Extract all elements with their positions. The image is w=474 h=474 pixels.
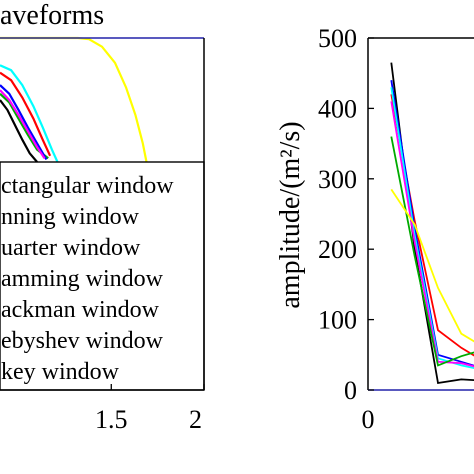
right-y-tick-label-2: 200 [318,235,357,264]
left-x-ticks: 1.5 2 [95,384,205,434]
legend-entry-3: amming window [1,266,164,292]
legend: ctangular window nning window uarter windo… [1,173,174,385]
right-series-line-5 [390,136,474,367]
left-series-line-5 [0,89,46,159]
legend-entry-0: ctangular window [1,173,174,199]
left-series-line-2 [0,71,52,157]
left-axes [0,37,205,391]
right-x-tick-label-0: 0 [362,405,375,434]
right-series-lines [390,62,474,385]
left-chart: aveforms ctangular window nning window uar… [0,0,205,434]
right-series-line-6 [390,188,474,343]
legend-entry-5: ebyshev window [1,328,164,354]
right-series-line-2 [390,80,474,367]
right-y-tick-label-1: 100 [318,306,357,335]
right-axes [367,37,474,391]
right-y-tick-label-0: 0 [344,376,357,405]
left-series-line-0 [0,36,148,163]
left-series-line-4 [0,84,48,161]
legend-entry-4: ackman window [1,297,160,323]
left-x-tick-label-1: 2 [189,405,202,434]
legend-entry-6: key window [1,359,120,385]
legend-box [0,161,205,391]
legend-entry-2: uarter window [1,235,141,261]
left-chart-title: aveforms [0,0,104,31]
right-y-tick-label-3: 300 [318,165,357,194]
left-series-lines [0,36,148,163]
left-series-line-1 [0,64,59,163]
right-y-tick-label-4: 400 [318,94,357,123]
right-y-axis-label: amplitude/(m²/s) [275,121,306,308]
right-chart: 0 100 200 300 400 500 0 amplitude/(m²/s) [275,24,474,434]
legend-entry-1: nning window [1,204,140,230]
right-ticks: 0 100 200 300 400 500 0 [318,24,375,434]
right-y-tick-label-5: 500 [318,24,357,53]
left-x-tick-label-0: 1.5 [95,405,128,434]
left-series-line-6 [0,99,38,163]
